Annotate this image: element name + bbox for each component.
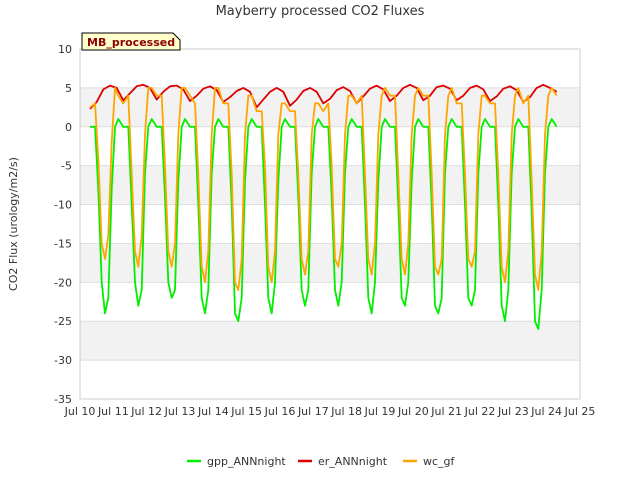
y-tick-label: -5 bbox=[61, 160, 72, 173]
plot-band bbox=[80, 321, 580, 361]
x-tick-label: Jul 20 bbox=[397, 405, 429, 418]
y-tick-label: 10 bbox=[58, 43, 72, 56]
x-tick-label: Jul 16 bbox=[264, 405, 296, 418]
x-tick-label: Jul 12 bbox=[130, 405, 162, 418]
x-tick-label: Jul 25 bbox=[564, 405, 596, 418]
x-tick-label: Jul 22 bbox=[464, 405, 496, 418]
series-line-er_ANNnight bbox=[89, 83, 558, 110]
series-line-wc_gf bbox=[89, 87, 558, 292]
x-tick-label: Jul 19 bbox=[364, 405, 396, 418]
y-tick-label: -25 bbox=[54, 315, 72, 328]
y-tick-label: -30 bbox=[54, 354, 72, 367]
x-tick-label: Jul 13 bbox=[164, 405, 196, 418]
x-tick-label: Jul 23 bbox=[497, 405, 529, 418]
legend: gpp_ANNnight er_ANNnight wc_gf bbox=[187, 455, 456, 468]
plot-band bbox=[80, 243, 580, 283]
plot-area-frame bbox=[79, 48, 581, 400]
y-axis-title: CO2 Flux (urology/m2/s) bbox=[7, 157, 20, 291]
y-tick-label: 0 bbox=[65, 121, 72, 134]
x-axis-tick-labels: Jul 10 Jul 11 Jul 12 Jul 13 Jul 14 Jul 15 Jul … bbox=[64, 405, 596, 418]
site-badge-box bbox=[81, 32, 181, 51]
site-badge: MB_processed bbox=[81, 32, 181, 51]
series-line-gpp_ANNnight bbox=[90, 118, 558, 330]
x-tick-label: Jul 18 bbox=[330, 405, 362, 418]
y-tick-label: 5 bbox=[65, 82, 72, 95]
x-tick-label: Jul 10 bbox=[64, 405, 96, 418]
legend-label-gpp_ANNnight: gpp_ANNnight bbox=[207, 455, 286, 468]
y-tick-label: -10 bbox=[54, 199, 72, 212]
legend-label-er_ANNnight: er_ANNnight bbox=[318, 455, 388, 468]
y-tick-label: -20 bbox=[54, 276, 72, 289]
x-tick-label: Jul 24 bbox=[530, 405, 562, 418]
y-tick-label: -35 bbox=[54, 393, 72, 406]
legend-label-wc_gf: wc_gf bbox=[423, 455, 456, 468]
x-tick-label: Jul 14 bbox=[197, 405, 229, 418]
x-tick-label: Jul 17 bbox=[297, 405, 329, 418]
series-lines bbox=[89, 83, 558, 330]
x-tick-label: Jul 21 bbox=[430, 405, 462, 418]
x-tick-label: Jul 11 bbox=[97, 405, 129, 418]
y-tick-label: -15 bbox=[54, 237, 72, 250]
chart-title: Mayberry processed CO2 Fluxes bbox=[216, 4, 425, 19]
site-badge-label: MB_processed bbox=[87, 36, 175, 49]
y-axis-tick-labels: 10 5 0 -5 -10 -15 -20 -25 -30 -35 bbox=[54, 43, 72, 406]
x-tick-label: Jul 15 bbox=[230, 405, 262, 418]
